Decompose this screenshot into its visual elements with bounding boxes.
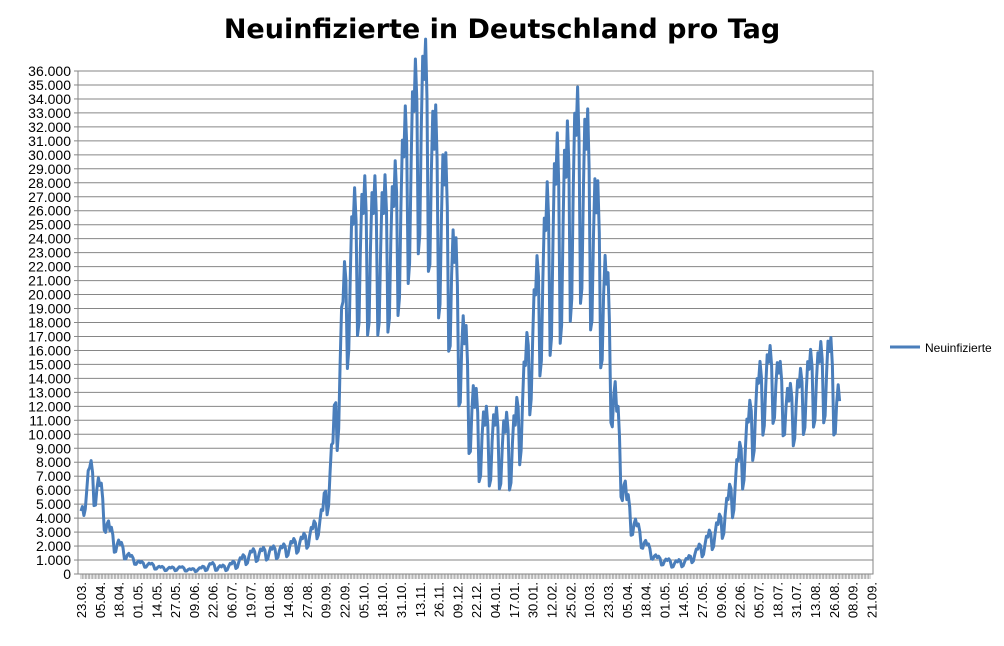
- x-tick-label: 23.03.: [74, 582, 89, 618]
- x-tick-label: 05.04.: [620, 582, 635, 618]
- y-tick-label: 0: [63, 566, 71, 582]
- y-tick-label: 1.000: [36, 552, 71, 568]
- x-tick-label: 25.02.: [563, 582, 578, 618]
- x-tick-label: 06.07.: [225, 582, 240, 618]
- y-tick-label: 31.000: [28, 133, 71, 149]
- y-tick-label: 19.000: [28, 301, 71, 317]
- y-tick-label: 2.000: [36, 538, 71, 554]
- x-tick-label: 31.07.: [789, 582, 804, 618]
- y-tick-label: 20.000: [28, 287, 71, 303]
- x-tick-label: 18.04.: [112, 582, 127, 618]
- y-tick-label: 15.000: [28, 356, 71, 372]
- x-tick-label: 12.02.: [545, 582, 560, 618]
- y-tick-label: 17.000: [28, 328, 71, 344]
- series-layer: [79, 37, 842, 574]
- y-tick-label: 33.000: [28, 105, 71, 121]
- axes: 01.0002.0003.0004.0005.0006.0007.0008.00…: [28, 63, 879, 618]
- y-tick-label: 24.000: [28, 231, 71, 247]
- x-tick-label: 27.08.: [300, 582, 315, 618]
- x-tick-label: 22.12.: [469, 582, 484, 618]
- x-tick-label: 01.08.: [262, 582, 277, 618]
- chart-title: Neuinfizierte in Deutschland pro Tag: [223, 14, 781, 45]
- y-tick-label: 3.000: [36, 524, 71, 540]
- x-tick-label: 14.05.: [676, 582, 691, 618]
- x-tick-label: 22.06.: [733, 582, 748, 618]
- y-tick-label: 30.000: [28, 147, 71, 163]
- x-tick-label: 05.04.: [93, 582, 108, 618]
- x-tick-label: 22.09.: [337, 582, 352, 618]
- y-tick-label: 14.000: [28, 370, 71, 386]
- y-tick-label: 36.000: [28, 63, 71, 79]
- y-tick-label: 26.000: [28, 203, 71, 219]
- x-tick-label: 13.08.: [808, 582, 823, 618]
- y-tick-label: 4.000: [36, 510, 71, 526]
- y-tick-label: 8.000: [36, 454, 71, 470]
- x-tick-label: 19.07.: [243, 582, 258, 618]
- y-tick-label: 35.000: [28, 77, 71, 93]
- y-tick-label: 7.000: [36, 468, 71, 484]
- y-tick-label: 28.000: [28, 175, 71, 191]
- gridlines: [77, 70, 874, 575]
- x-tick-label: 09.12.: [450, 582, 465, 618]
- x-tick-label: 23.03.: [601, 582, 616, 618]
- legend-label: Neuinfizierte: [925, 341, 992, 355]
- x-tick-label: 14.08.: [281, 582, 296, 618]
- x-tick-label: 01.05.: [130, 582, 145, 618]
- y-tick-label: 34.000: [28, 91, 71, 107]
- x-tick-label: 30.01.: [526, 582, 541, 618]
- x-tick-label: 09.09.: [319, 582, 334, 618]
- x-tick-label: 18.04.: [639, 582, 654, 618]
- y-tick-label: 23.000: [28, 245, 71, 261]
- x-tick-label: 13.11.: [413, 582, 428, 617]
- x-tick-label: 01.05.: [657, 582, 672, 618]
- y-tick-label: 13.000: [28, 384, 71, 400]
- x-tick-label: 04.01.: [488, 582, 503, 618]
- y-tick-label: 9.000: [36, 440, 71, 456]
- x-tick-label: 09.06.: [714, 582, 729, 618]
- x-tick-label: 05.10.: [356, 582, 371, 618]
- y-tick-label: 27.000: [28, 189, 71, 205]
- series-line: [79, 37, 842, 574]
- y-tick-label: 6.000: [36, 482, 71, 498]
- x-tick-label: 31.10.: [394, 582, 409, 618]
- y-tick-label: 21.000: [28, 273, 71, 289]
- y-tick-label: 16.000: [28, 342, 71, 358]
- y-tick-label: 32.000: [28, 119, 71, 135]
- x-tick-label: 10.03.: [582, 582, 597, 618]
- y-tick-label: 18.000: [28, 315, 71, 331]
- x-tick-label: 27.05.: [695, 582, 710, 618]
- y-tick-label: 5.000: [36, 496, 71, 512]
- x-tick-label: 18.10.: [375, 582, 390, 618]
- x-tick-label: 17.01.: [507, 582, 522, 618]
- y-tick-label: 22.000: [28, 259, 71, 275]
- x-tick-label: 05.07.: [752, 582, 767, 618]
- y-tick-label: 11.000: [29, 412, 71, 428]
- y-tick-label: 25.000: [28, 217, 71, 233]
- x-tick-label: 21.09.: [864, 582, 879, 618]
- x-tick-label: 26.08.: [827, 582, 842, 618]
- x-tick-label: 09.06.: [187, 582, 202, 618]
- x-tick-label: 22.06.: [206, 582, 221, 618]
- x-tick-label: 27.05.: [168, 582, 183, 618]
- legend: Neuinfizierte: [890, 341, 992, 355]
- y-tick-label: 29.000: [28, 161, 71, 177]
- x-tick-label: 18.07.: [770, 582, 785, 618]
- y-tick-label: 12.000: [28, 398, 71, 414]
- x-tick-label: 14.05.: [149, 582, 164, 618]
- x-tick-label: 26.11.: [432, 582, 447, 617]
- x-tick-label: 08.09.: [846, 582, 861, 618]
- y-tick-label: 10.000: [28, 426, 71, 442]
